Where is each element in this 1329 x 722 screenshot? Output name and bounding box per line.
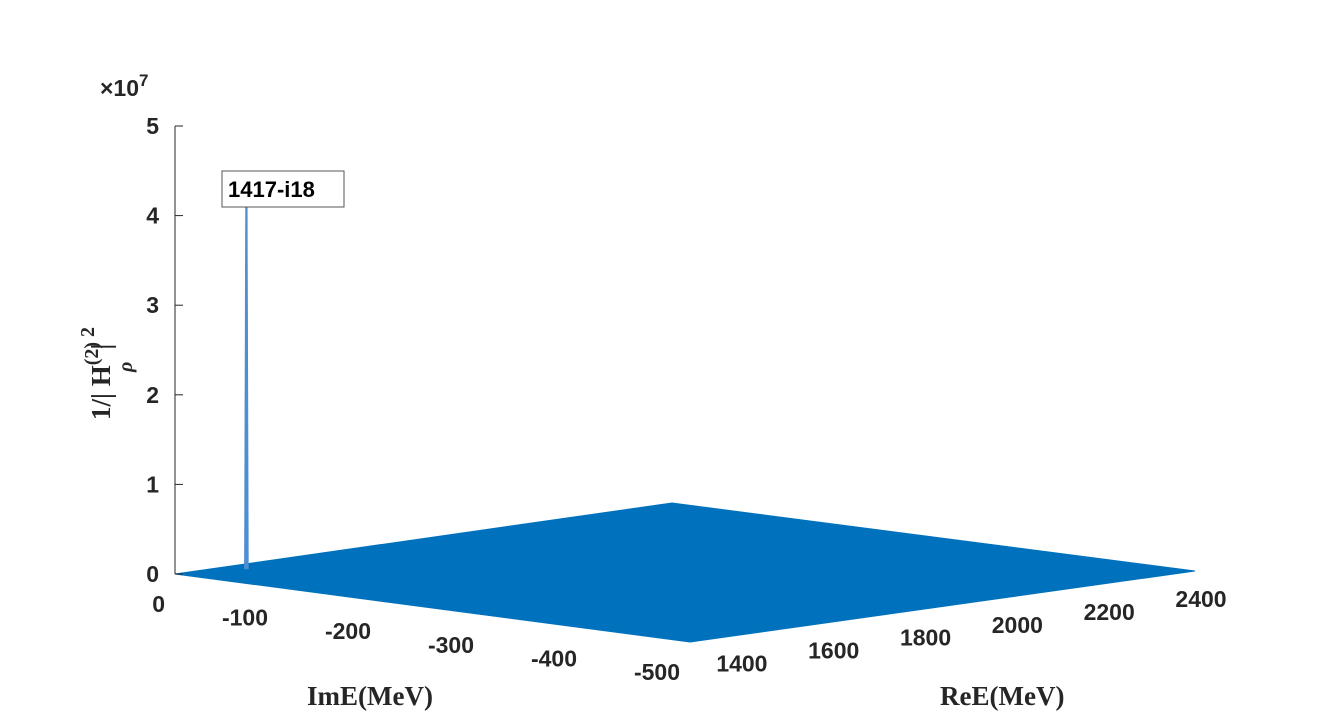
z-tick-label: 3 — [146, 292, 159, 318]
z-tick-label: 0 — [146, 561, 159, 587]
ree-tick-label: 2200 — [1084, 599, 1135, 625]
z-multiplier: ×107 — [100, 71, 148, 101]
peak-spike — [244, 194, 249, 570]
y-axis-label: ReE(MeV) — [940, 681, 1064, 711]
ree-tick-label: 1400 — [716, 651, 767, 677]
ime-tick-label: -200 — [325, 618, 371, 644]
z-tick-label: 4 — [146, 203, 159, 229]
x-axis-label: ImE(MeV) — [307, 681, 433, 711]
ree-tick-label: 2000 — [992, 612, 1043, 638]
z-axis-label: 1/| H(2)ρ| 2 — [77, 327, 137, 420]
ime-tick-label: -400 — [531, 645, 577, 671]
ree-tick-label: 2400 — [1175, 586, 1226, 612]
ree-tick-label: 1600 — [808, 638, 859, 664]
ime-tick-label: -500 — [634, 659, 680, 685]
ime-ticks: 0 -100 -200 -300 -400 -500 — [152, 591, 680, 685]
z-tick-label: 1 — [146, 471, 159, 497]
ime-tick-label: -300 — [428, 632, 474, 658]
annotation-box — [221, 170, 345, 208]
z-tick-label: 5 — [146, 113, 159, 139]
ime-tick-label: 0 — [152, 591, 165, 617]
ree-ticks: 1400 1600 1800 2000 2200 2400 — [716, 586, 1226, 677]
z-tick-label: 2 — [146, 382, 159, 408]
annotation-label: 1417-i18 — [228, 177, 315, 202]
surface-plane — [174, 502, 1196, 643]
ree-tick-label: 1800 — [900, 625, 951, 651]
peak — [243, 191, 250, 570]
ime-tick-label: -100 — [222, 605, 268, 631]
z-ticks: 0 1 2 3 4 5 — [146, 113, 183, 587]
